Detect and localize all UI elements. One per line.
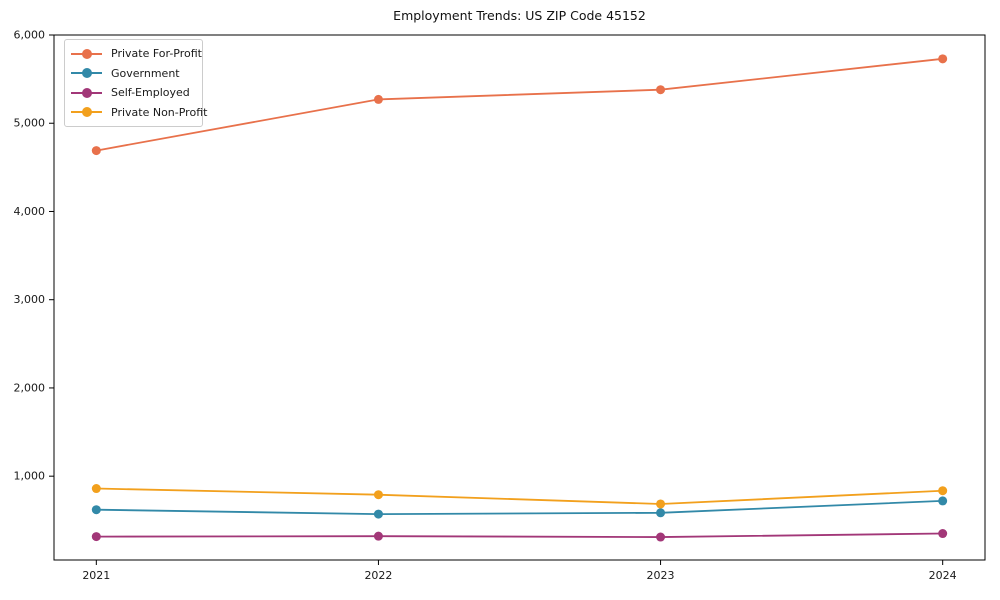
plot-border: [53, 34, 986, 561]
y-axis-tick-label: 4,000: [14, 205, 46, 218]
data-point-private-non-profit: [938, 486, 948, 496]
series-line-private-non-profit: [96, 487, 943, 505]
chart-legend: Private For-Profit Government Self-Employe…: [64, 39, 207, 127]
y-axis-tick-label: 3,000: [14, 293, 46, 306]
data-point-self-employed: [91, 532, 101, 542]
legend-label: Government: [111, 66, 180, 80]
data-point-self-employed: [373, 531, 383, 541]
series-line-self-employed: [96, 532, 943, 538]
data-point-government: [656, 508, 666, 518]
legend-item-private-for-profit: Private For-Profit: [71, 47, 202, 60]
data-point-government: [373, 509, 383, 519]
legend-label: Private Non-Profit: [111, 105, 208, 119]
x-axis-tick-label: 2024: [929, 569, 957, 582]
legend-marker-icon: [71, 68, 102, 79]
legend-marker-icon: [71, 48, 102, 59]
data-point-private-non-profit: [656, 499, 666, 509]
y-axis-tick-label: 1,000: [14, 470, 46, 483]
data-point-private-for-profit: [373, 94, 383, 104]
y-axis-tick-label: 2,000: [14, 381, 46, 394]
data-point-government: [91, 505, 101, 515]
series-line-government: [96, 499, 943, 516]
legend-label: Private For-Profit: [111, 47, 202, 61]
data-point-self-employed: [938, 529, 948, 539]
data-point-government: [938, 496, 948, 506]
legend-item-private-non-profit: Private Non-Profit: [71, 106, 207, 119]
data-point-private-for-profit: [656, 85, 666, 95]
chart-title: Employment Trends: US ZIP Code 45152: [393, 8, 646, 23]
x-axis-tick-label: 2022: [364, 569, 392, 582]
x-axis-tick-label: 2021: [82, 569, 110, 582]
x-axis-tick-label: 2023: [647, 569, 675, 582]
legend-item-government: Government: [71, 67, 194, 80]
legend-label: Self-Employed: [111, 86, 190, 100]
data-point-self-employed: [656, 532, 666, 542]
y-axis-tick-label: 5,000: [14, 117, 46, 130]
legend-marker-icon: [71, 87, 102, 98]
y-axis-tick-label: 6,000: [14, 29, 46, 42]
data-point-private-for-profit: [91, 146, 101, 156]
legend-marker-icon: [71, 107, 102, 118]
legend-item-self-employed: Self-Employed: [71, 86, 194, 99]
data-point-private-non-profit: [373, 490, 383, 500]
series-line-private-for-profit: [96, 57, 943, 152]
data-point-private-non-profit: [91, 484, 101, 494]
data-point-private-for-profit: [938, 54, 948, 64]
